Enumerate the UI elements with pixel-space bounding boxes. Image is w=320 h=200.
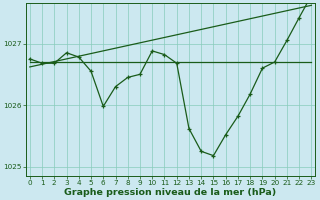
X-axis label: Graphe pression niveau de la mer (hPa): Graphe pression niveau de la mer (hPa): [64, 188, 277, 197]
